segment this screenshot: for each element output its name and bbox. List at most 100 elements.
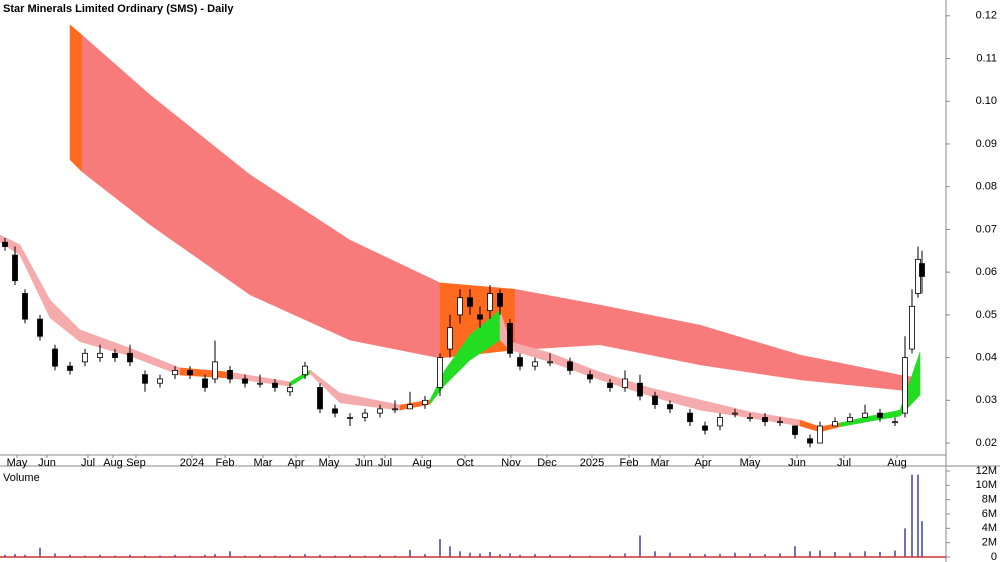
x-tick-label: May — [319, 457, 340, 469]
x-tick-label: Jun — [788, 457, 806, 469]
candle-body — [862, 412, 868, 418]
candle-body — [567, 361, 573, 371]
volume-bar — [689, 553, 691, 557]
candle-body — [257, 382, 263, 385]
volume-bar — [749, 553, 751, 557]
y-tick-label: 0.05 — [976, 309, 997, 321]
candle-body — [732, 412, 738, 415]
volume-bar — [259, 554, 261, 557]
volume-bar — [449, 546, 451, 557]
volume-bar — [4, 554, 6, 557]
volume-bar — [469, 552, 471, 557]
candle-body — [747, 417, 753, 419]
x-tick-label: Aug — [887, 457, 907, 469]
volume-bar — [669, 552, 671, 557]
candle-body — [877, 412, 883, 418]
volume-bar — [319, 554, 321, 557]
candle-body — [637, 382, 643, 397]
candle-body — [892, 421, 898, 424]
candle-body — [37, 318, 43, 337]
volume-bar — [519, 554, 521, 557]
candle-body — [317, 387, 323, 410]
candle-body — [242, 378, 248, 384]
x-tick-label: Feb — [216, 457, 235, 469]
volume-bar — [569, 554, 571, 557]
volume-bar — [639, 535, 641, 557]
y-tick-label: 0.03 — [976, 394, 997, 406]
y-tick-label: 0.02 — [976, 437, 997, 449]
volume-bar — [459, 551, 461, 557]
volume-bar — [704, 554, 706, 557]
candle-body — [919, 263, 925, 277]
candle-body — [67, 365, 73, 371]
volume-tick-label: 10M — [976, 479, 997, 491]
candle-body — [817, 425, 823, 444]
candle-body — [377, 408, 383, 414]
x-tick-label: Apr — [694, 457, 711, 469]
candle-body — [227, 370, 233, 380]
y-tick-label: 0.09 — [976, 138, 997, 150]
volume-bar — [69, 554, 71, 557]
candle-body — [112, 352, 118, 358]
volume-bar — [921, 521, 923, 557]
candle-body — [702, 425, 708, 431]
volume-bar — [39, 547, 41, 557]
candle-body — [902, 357, 908, 414]
candle-body — [437, 357, 443, 388]
volume-bar — [289, 554, 291, 557]
volume-bar — [779, 553, 781, 557]
candle-body — [497, 293, 503, 307]
volume-bar — [879, 551, 881, 557]
candle-body — [847, 417, 853, 423]
candle-body — [832, 421, 838, 427]
x-tick-label: Aug — [412, 457, 432, 469]
volume-bar — [794, 546, 796, 557]
candle-body — [287, 387, 293, 393]
candle-body — [347, 417, 353, 419]
candle-body — [12, 254, 18, 282]
candle-body — [717, 417, 723, 427]
volume-tick-label: 0 — [991, 551, 997, 562]
candle-body — [762, 417, 768, 423]
candle-body — [517, 357, 523, 367]
candle-body — [687, 412, 693, 423]
volume-bar — [917, 474, 919, 557]
volume-bar — [534, 554, 536, 557]
volume-bar — [609, 554, 611, 557]
y-tick-label: 0.10 — [976, 95, 997, 107]
volume-bar — [439, 539, 441, 557]
x-tick-label: Apr — [287, 457, 304, 469]
candle-body — [792, 425, 798, 435]
y-tick-label: 0.07 — [976, 223, 997, 235]
volume-bar — [809, 551, 811, 557]
volume-bar — [229, 551, 231, 557]
candle-body — [547, 361, 553, 364]
volume-title: Volume — [3, 472, 40, 484]
candle-body — [447, 327, 453, 350]
candle-body — [607, 382, 613, 388]
volume-bar — [99, 554, 101, 557]
volume-bar — [204, 554, 206, 557]
volume-bar — [624, 553, 626, 557]
volume-bar — [24, 554, 26, 557]
x-tick-label: Oct — [456, 457, 473, 469]
volume-bar — [54, 553, 56, 557]
volume-bar — [304, 554, 306, 557]
y-tick-label: 0.06 — [976, 266, 997, 278]
candle-body — [622, 378, 628, 388]
candle-body — [302, 365, 308, 376]
x-tick-label: Aug — [103, 457, 123, 469]
x-tick-label: Sep — [126, 457, 146, 469]
candle-body — [587, 374, 593, 380]
volume-bar — [499, 554, 501, 557]
candle-body — [507, 323, 513, 354]
volume-bar — [834, 551, 836, 557]
volume-bar — [864, 551, 866, 557]
volume-bar — [894, 550, 896, 557]
y-tick-label: 0.08 — [976, 181, 997, 193]
volume-tick-label: 6M — [982, 508, 997, 520]
volume-bar — [911, 474, 913, 557]
volume-bar — [479, 553, 481, 557]
candle-body — [142, 374, 148, 384]
